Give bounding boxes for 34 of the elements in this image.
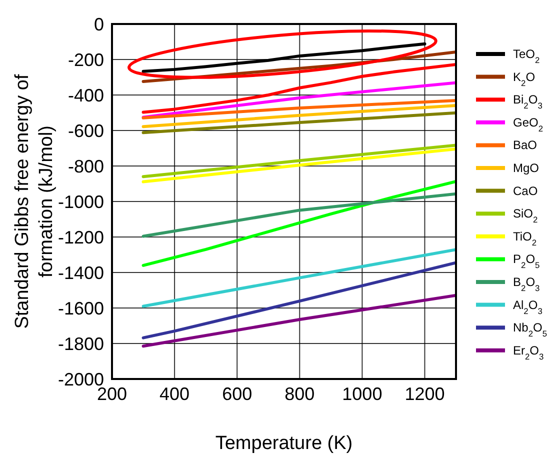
legend-label: MgO <box>513 161 540 175</box>
legend-label: K$_{2}$O <box>513 70 536 88</box>
y-tick-label: -1800 <box>58 334 104 354</box>
y-tick-label: -600 <box>68 120 104 141</box>
y-tick-label: -1200 <box>58 227 104 248</box>
y-tick-label: -1600 <box>58 298 104 318</box>
legend-label: Nb$_{2}$O$_{5}$ <box>513 320 548 339</box>
legend-label: Al$_{2}$O$_{3}$ <box>513 298 543 316</box>
y-tick-label: -200 <box>68 50 104 70</box>
legend-label: TiO$_{2}$ <box>513 229 537 248</box>
y-axis-title: Standard Gibbs free energy of formation (kJ/mol) <box>12 74 57 329</box>
y-tick-label: -1000 <box>58 192 104 212</box>
legend-label: P$_{2}$O$_{5}$ <box>513 252 540 270</box>
x-tick-label: 800 <box>284 384 315 404</box>
line-series <box>142 62 456 114</box>
legend-label: SiO$_{2}$ <box>513 206 538 225</box>
line-series <box>142 180 456 267</box>
legend-label: Bi$_{2}$O$_{3}$ <box>513 92 543 111</box>
x-tick-label: 400 <box>160 384 190 404</box>
x-tick-label: 1000 <box>342 384 382 404</box>
legend-label: TeO$_{2}$ <box>513 47 540 65</box>
x-tick-label: 600 <box>222 384 252 404</box>
legend-label: B$_{2}$O$_{3}$ <box>513 275 540 293</box>
y-tick-label: -800 <box>68 156 104 176</box>
x-axis-title: Temperature (K) <box>215 433 353 454</box>
line-series <box>142 261 456 340</box>
y-tick-label: -400 <box>68 85 104 106</box>
legend-label: CaO <box>513 184 538 198</box>
x-tick-label: 1200 <box>404 384 445 404</box>
legend-label: BaO <box>513 138 538 152</box>
legend-label: Er$_{2}$O$_{3}$ <box>513 343 544 362</box>
legend-label: GeO$_{2}$ <box>513 115 544 134</box>
y-tick-label: -1400 <box>58 262 104 283</box>
y-tick-label: 0 <box>94 14 104 34</box>
